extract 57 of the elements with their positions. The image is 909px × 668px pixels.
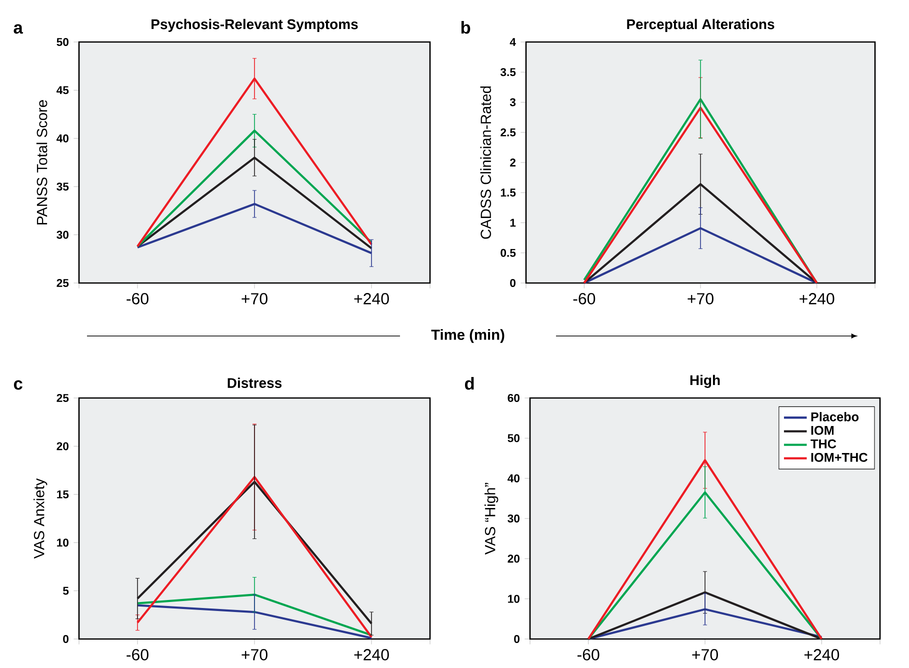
y-axis-title: PANSS Total Score: [36, 100, 48, 224]
y-tick-label: 10: [57, 538, 68, 547]
text: d: [464, 376, 474, 390]
y-tick-label: 10: [508, 594, 520, 603]
x-tick-label: +70: [242, 649, 268, 660]
chart-title: Perceptual Alterations: [627, 18, 774, 32]
y-tick-label: 40: [56, 134, 68, 142]
x-axis-title: Time (min): [431, 329, 504, 343]
x-tick-label: +70: [692, 649, 718, 660]
text: c: [14, 380, 22, 390]
y-tick-label: 4: [510, 38, 516, 46]
y-tick-label: 50: [508, 434, 520, 442]
x-tick-label: -60: [577, 649, 600, 660]
legend-label: IOM: [811, 426, 834, 435]
x-tick-label: +70: [242, 293, 268, 304]
y-tick-label: 1.5: [500, 188, 516, 197]
y-tick-label: 25: [56, 278, 69, 288]
x-tick-label: -60: [126, 649, 148, 660]
y-tick-label: 20: [56, 442, 68, 450]
y-tick-label: 3.5: [500, 68, 516, 76]
y-tick-label: 50: [56, 38, 68, 46]
y-tick-label: 15: [57, 490, 69, 498]
y-tick-label: 0.5: [500, 248, 516, 257]
x-tick-label: +240: [354, 649, 389, 660]
y-axis-title: VAS Anxiety: [34, 478, 48, 559]
y-tick-label: 60: [508, 394, 520, 402]
x-tick-label: +70: [688, 293, 714, 304]
y-tick-label: 2.5: [500, 128, 516, 136]
legend-label: IOM+THC: [811, 452, 868, 462]
y-tick-label: 2: [510, 158, 516, 166]
y-axis-title: CADSS Clinician-Rated: [480, 86, 492, 239]
y-tick-label: 40: [508, 474, 520, 482]
y-tick-label: 25: [56, 394, 69, 402]
y-tick-label: 30: [56, 230, 68, 239]
chart-title: Psychosis-Relevant Symptoms: [152, 18, 358, 32]
text: a: [14, 24, 24, 34]
text: b: [461, 20, 470, 34]
chart-title: High: [690, 374, 720, 388]
x-tick-label: +240: [800, 293, 834, 304]
x-tick-label: -60: [573, 293, 596, 304]
y-tick-label: 5: [63, 586, 69, 595]
chart-title: Distress: [228, 378, 282, 388]
x-tick-label: +240: [354, 293, 389, 304]
y-tick-label: 3: [510, 98, 516, 106]
y-axis-title: VAS “High”: [484, 482, 498, 555]
legend-label: THC: [810, 439, 836, 448]
y-tick-label: 0: [510, 278, 516, 288]
x-tick-label: -60: [126, 293, 148, 304]
x-tick-label: +240: [804, 649, 840, 660]
y-tick-label: 30: [508, 514, 520, 523]
legend-label: Placebo: [811, 412, 859, 422]
y-tick-label: 1: [510, 218, 516, 227]
y-tick-label: 35: [56, 182, 69, 191]
y-tick-label: 0: [63, 634, 68, 644]
y-tick-label: 45: [56, 86, 69, 94]
y-tick-label: 20: [508, 554, 520, 563]
y-tick-label: 0: [514, 634, 520, 644]
